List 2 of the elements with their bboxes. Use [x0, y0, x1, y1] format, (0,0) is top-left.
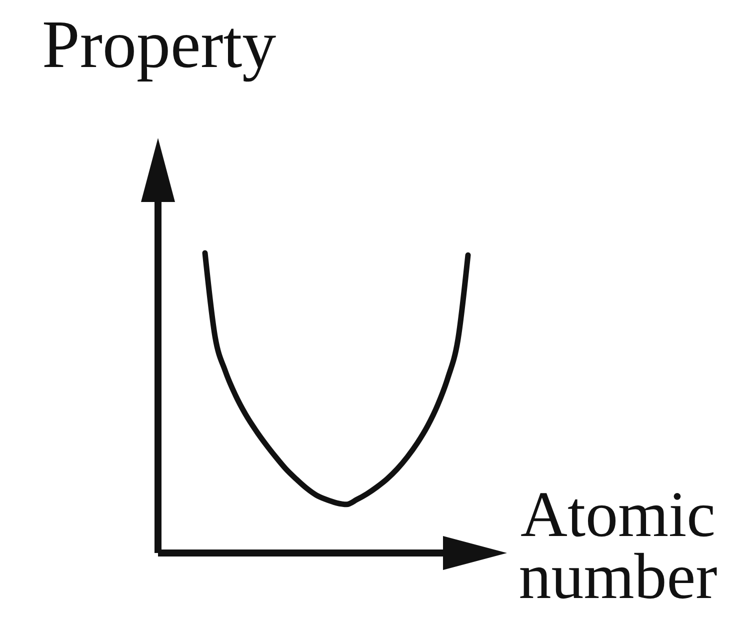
x-axis-title: Atomic number — [518, 479, 718, 613]
y-axis-title: Property — [42, 5, 276, 84]
